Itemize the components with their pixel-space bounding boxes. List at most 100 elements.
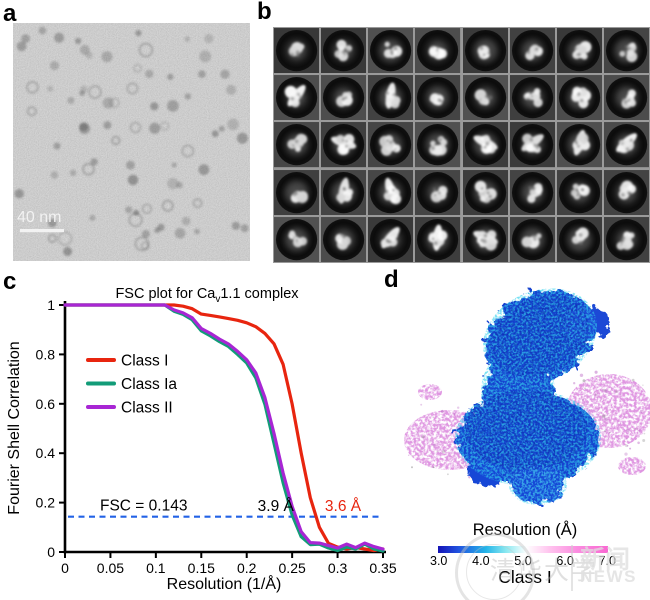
class-average-cell xyxy=(321,28,367,74)
particle-blob xyxy=(240,224,249,233)
resolution-map-panel: Resolution (Å) 3.0 4.0 5.0 6.0 7.0 Class I xyxy=(400,270,650,600)
class-average-cell xyxy=(321,75,367,121)
micelle-dot xyxy=(642,384,644,386)
particle-ring xyxy=(141,203,153,215)
particle-blob xyxy=(150,102,159,111)
particle-blob xyxy=(85,51,93,59)
micelle-dot xyxy=(447,473,449,476)
map-dark-speckle xyxy=(464,295,590,470)
micelle-dot xyxy=(582,379,586,383)
scale-bar xyxy=(20,229,64,233)
legend-label: Class I xyxy=(121,353,168,370)
panel-b-label: b xyxy=(257,0,272,25)
particle-blob xyxy=(181,216,191,226)
particle-blob xyxy=(125,206,133,214)
particle-blob xyxy=(157,223,165,231)
micelle-dot xyxy=(416,431,420,435)
micelle-dot xyxy=(626,428,630,432)
class-average-cell xyxy=(462,169,508,215)
micelle-dot xyxy=(407,454,410,457)
micelle-dot xyxy=(609,431,611,434)
micelle-dot xyxy=(579,373,584,377)
micelle-dot xyxy=(637,441,640,445)
micelle-dot xyxy=(436,450,439,453)
x-tick-label: 0.1 xyxy=(146,560,166,576)
micelle-dot xyxy=(630,384,635,388)
micelle-dot xyxy=(428,439,432,443)
colorbar-gradient xyxy=(438,546,608,553)
class-average-cell xyxy=(274,122,320,168)
fsc-chart: FSC plot for Cav1.1 complex Resolution (… xyxy=(6,286,397,593)
particle-blob xyxy=(154,227,160,234)
class-averages-grid xyxy=(273,27,650,263)
particle-blob xyxy=(75,37,82,45)
micelle-dot xyxy=(603,388,607,392)
micelle-dot xyxy=(460,461,465,465)
class-average-cell xyxy=(556,216,602,262)
x-tick-label: 0 xyxy=(61,560,69,576)
particle-blob xyxy=(14,189,24,199)
particle-blob xyxy=(211,130,219,138)
micelle-dot xyxy=(631,378,635,382)
particle-blob xyxy=(103,121,112,130)
chart-plot-area: 0 0.05 0.1 0.15 0.2 0.25 0.3 0.35 0 0.2 0.4 0.6 0.8 1… xyxy=(36,297,397,576)
particle-blob xyxy=(218,125,225,132)
micelle-dot xyxy=(597,376,599,379)
particle-ring xyxy=(26,106,37,117)
particle-blob xyxy=(79,90,85,96)
micelle-dot xyxy=(602,414,606,418)
micelle-dot xyxy=(619,422,622,424)
class-average-cell xyxy=(368,75,414,121)
particle-blob xyxy=(204,34,214,44)
micelle-dot xyxy=(581,398,585,401)
micelle-dot xyxy=(448,438,451,440)
particle-blob xyxy=(126,160,135,170)
class-average-cell xyxy=(603,169,649,215)
class-average-cell xyxy=(274,28,320,74)
class-average-cell xyxy=(603,122,649,168)
micelle-dot xyxy=(439,466,441,468)
class-average-cell xyxy=(462,75,508,121)
particle-blob xyxy=(21,34,30,43)
fsc-curve-class-ii xyxy=(63,303,385,551)
particle-blob xyxy=(198,70,206,78)
micelle-dot xyxy=(411,455,414,457)
density-map xyxy=(404,288,650,505)
particle-blob xyxy=(171,162,177,168)
y-tick-label: 0.8 xyxy=(36,346,56,362)
micelle-dot xyxy=(445,435,448,438)
colorbar-tick-labels: 3.0 4.0 5.0 6.0 7.0 xyxy=(430,554,616,568)
micelle-dot xyxy=(604,389,609,394)
class-average-cell xyxy=(509,28,555,74)
class-average-cell xyxy=(321,169,367,215)
class-average-cell xyxy=(415,28,461,74)
class-average-cell xyxy=(368,122,414,168)
particle-blob xyxy=(90,158,98,166)
class-average-cell xyxy=(603,75,649,121)
particle-blob xyxy=(16,41,27,52)
colorbar-tick-label: 6.0 xyxy=(556,554,574,568)
cryo-em-micrograph: 40 nm xyxy=(13,23,250,261)
particle-blob xyxy=(38,26,47,35)
panel-d-label: d xyxy=(384,266,399,293)
particle-blob xyxy=(231,221,240,230)
micelle-dot xyxy=(602,389,604,391)
particle-blob xyxy=(135,30,142,37)
class-average-cell xyxy=(321,122,367,168)
particle-blob xyxy=(67,97,75,104)
particle-blob xyxy=(50,171,59,179)
scale-bar-label: 40 nm xyxy=(17,209,61,226)
particle-blob xyxy=(79,122,89,132)
x-tick-label: 0.3 xyxy=(328,560,348,576)
micelle-dot xyxy=(426,423,429,426)
chart-title: FSC plot for Cav1.1 complex xyxy=(115,286,299,305)
micelle-dot xyxy=(440,409,444,413)
particle-blob xyxy=(127,174,139,186)
class-average-cell xyxy=(274,216,320,262)
micrograph-image: 40 nm xyxy=(13,23,250,261)
micelle-dot xyxy=(421,448,423,451)
particle-ring xyxy=(160,121,170,131)
class-average-cell xyxy=(274,169,320,215)
micelle-dot xyxy=(453,413,456,415)
